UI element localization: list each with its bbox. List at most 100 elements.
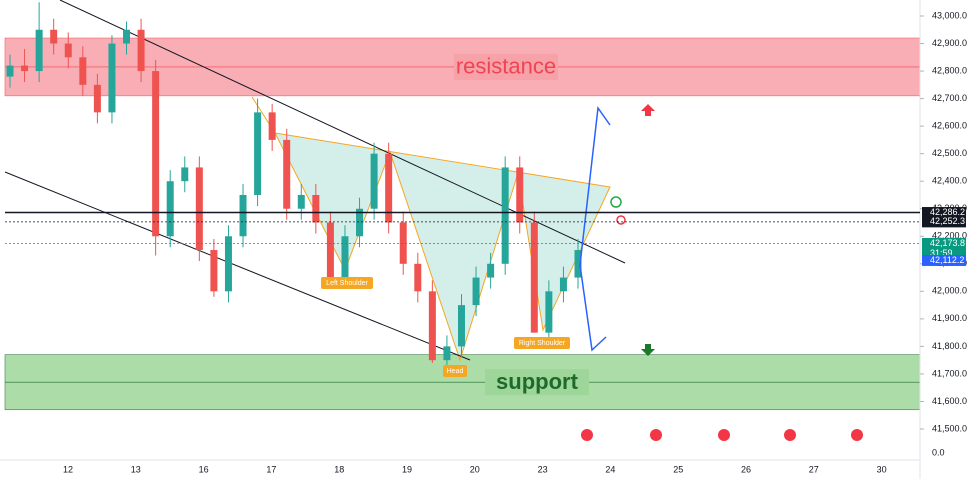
candle-body — [108, 43, 116, 113]
y-tick-label: 42,400.0 — [932, 176, 967, 186]
y-tick-label: 43,000.0 — [932, 10, 967, 20]
down-icon — [641, 344, 655, 356]
event-icon — [784, 429, 796, 441]
price-badge — [922, 254, 966, 266]
candle-body — [181, 167, 189, 182]
x-tick-label: 25 — [673, 464, 683, 474]
zone-label: resistance — [456, 54, 556, 79]
left-shoulder-fill — [275, 133, 390, 270]
candle-body — [195, 167, 203, 251]
candle-body — [64, 43, 72, 58]
x-tick-label: 30 — [877, 464, 887, 474]
candle-body — [457, 305, 465, 347]
price-badge-label: 42,173.8 — [930, 238, 965, 248]
candle-body — [35, 29, 43, 72]
candle-body — [210, 250, 218, 292]
candle-body — [545, 291, 553, 333]
zone-label: support — [496, 369, 579, 394]
signal-circle — [616, 215, 626, 225]
candle-body — [341, 236, 349, 278]
candle-body — [224, 236, 232, 292]
price-badge-label: 42,286.2 — [930, 207, 965, 217]
x-tick-label: 23 — [538, 464, 548, 474]
x-tick-label: 13 — [131, 464, 141, 474]
candle-body — [472, 277, 480, 306]
candle-body — [152, 71, 160, 237]
signal-circle — [610, 196, 622, 208]
candle-body — [268, 112, 276, 140]
annotation: Head — [447, 368, 464, 375]
candle-body — [443, 346, 451, 361]
candle-body — [370, 153, 378, 209]
trend-line — [59, 0, 626, 264]
price-badge-label: 42,112.2 — [930, 255, 964, 265]
y-tick-label: 41,900.0 — [932, 313, 967, 323]
candle-body — [356, 208, 364, 237]
label-box — [443, 365, 467, 377]
label-box — [514, 337, 570, 349]
y-tick-label: 41,800.0 — [932, 341, 967, 351]
pattern-outline — [251, 96, 611, 362]
price-badge — [922, 237, 966, 260]
event-icon — [851, 429, 863, 441]
candle-body — [79, 57, 87, 85]
y-tick-label: 42,000.0 — [932, 286, 967, 296]
x-tick-label: 17 — [266, 464, 276, 474]
candle-body — [559, 277, 567, 292]
x-tick-label: 26 — [741, 464, 751, 474]
candle-body — [21, 65, 29, 72]
candle-body — [123, 29, 131, 44]
x-tick-label: 12 — [63, 464, 73, 474]
candle-body — [487, 263, 495, 278]
annotation: Left Shoulder — [326, 280, 368, 287]
y-tick-label: 41,700.0 — [932, 368, 967, 378]
candle-body — [239, 194, 247, 237]
zone-label-bg — [485, 369, 589, 396]
event-icon — [650, 429, 662, 441]
label-box — [321, 277, 373, 289]
candle-body — [6, 65, 14, 77]
candle-body — [297, 194, 305, 209]
y-tick-label: 42,600.0 — [932, 121, 967, 131]
candle-body — [385, 153, 393, 223]
bear-arrow — [579, 264, 607, 352]
y-tick-label: 41,500.0 — [932, 423, 967, 433]
x-tick-label: 16 — [199, 464, 209, 474]
event-icon — [718, 429, 730, 441]
price-badge-label: 42,252.3 — [930, 216, 965, 226]
candle-body — [501, 167, 509, 264]
y-tick-label: 41,600.0 — [932, 396, 967, 406]
head-fill — [390, 152, 518, 360]
candle-body — [530, 222, 538, 333]
up-icon — [641, 104, 655, 116]
candle-body — [283, 139, 291, 209]
candle-body — [574, 250, 582, 278]
candle-body — [93, 84, 101, 113]
y-tick-label: 42,700.0 — [932, 93, 967, 103]
x-tick-label: 27 — [809, 464, 819, 474]
x-tick-label: 18 — [334, 464, 344, 474]
candle-body — [166, 181, 174, 237]
candle-body — [312, 194, 320, 223]
annotation: Right Shoulder — [519, 340, 566, 347]
candle-body — [254, 112, 262, 195]
bottom-label: 0.0 — [932, 447, 945, 457]
candle-body — [516, 167, 524, 223]
event-icons — [581, 429, 863, 441]
candle-body — [137, 29, 145, 72]
countdown: 31:59 — [930, 248, 953, 258]
y-tick-label: 42,800.0 — [932, 65, 967, 75]
candle-body — [414, 263, 422, 292]
x-tick-label: 19 — [402, 464, 412, 474]
x-tick-label: 24 — [605, 464, 615, 474]
x-tick-label: 20 — [470, 464, 480, 474]
y-tick-label: 42,900.0 — [932, 38, 967, 48]
candle-body — [326, 222, 334, 278]
event-icon — [581, 429, 593, 441]
trend-line — [4, 171, 471, 361]
candle-body — [399, 222, 407, 264]
zone-label-bg — [454, 53, 558, 80]
price-badge — [922, 207, 966, 219]
y-tick-label: 42,200.0 — [932, 231, 967, 241]
